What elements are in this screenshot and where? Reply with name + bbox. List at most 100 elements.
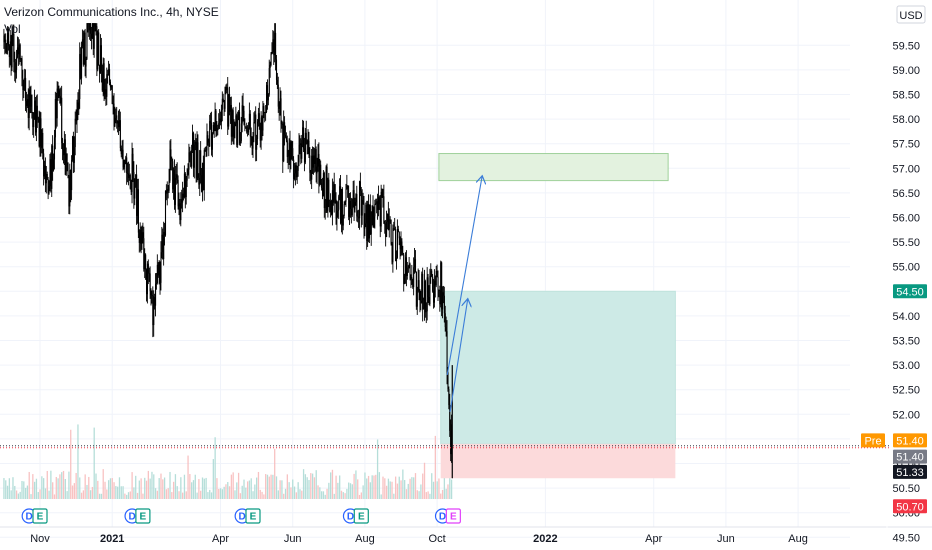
volume-bar xyxy=(216,478,218,499)
earnings-marker-icon[interactable]: E xyxy=(353,508,369,524)
volume-bar xyxy=(431,473,433,499)
marker-shape xyxy=(135,508,151,524)
candle-body xyxy=(378,197,380,205)
candle-body xyxy=(72,136,74,163)
candle-body xyxy=(423,308,425,310)
volume-bar xyxy=(57,478,59,499)
volume-bar xyxy=(330,472,332,499)
candle-body xyxy=(193,144,195,168)
candle-body xyxy=(434,280,436,286)
candle-body xyxy=(282,123,284,162)
volume-bar xyxy=(389,481,391,499)
candle-body xyxy=(236,115,238,145)
candle-body xyxy=(294,165,297,174)
volume-bar xyxy=(145,480,148,499)
candle-body xyxy=(293,159,295,180)
volume-bar xyxy=(393,493,395,499)
price-tag-label: Pre xyxy=(864,435,881,447)
drawing-overlays xyxy=(0,176,890,449)
candle-body xyxy=(207,135,209,143)
trend-arrow[interactable] xyxy=(446,176,482,376)
candle-body xyxy=(138,232,140,243)
earnings-marker-icon[interactable]: E xyxy=(245,508,261,524)
candle-body xyxy=(204,150,206,152)
volume-bar xyxy=(263,494,265,499)
candle-body xyxy=(209,120,211,147)
candle-body xyxy=(87,23,89,24)
candle-body xyxy=(221,98,223,110)
price-tick-label: 49.50 xyxy=(892,532,920,544)
volume-bar xyxy=(178,491,180,499)
earnings-marker-icon[interactable]: E xyxy=(445,508,461,524)
time-tick-label: Apr xyxy=(645,533,662,545)
candle-body xyxy=(249,113,251,137)
candle-body xyxy=(442,292,445,296)
volume-bar xyxy=(293,486,296,499)
candle-body xyxy=(228,94,230,127)
volume-indicator-label[interactable]: Vol xyxy=(4,22,21,36)
candle-body xyxy=(137,189,139,233)
candle-body xyxy=(363,203,365,229)
earnings-marker-icon[interactable]: E xyxy=(135,508,151,524)
candle-body xyxy=(233,126,235,137)
volume-bar xyxy=(443,477,446,499)
volume-bar xyxy=(378,472,381,499)
trend-arrow[interactable] xyxy=(449,299,468,412)
candle-body xyxy=(149,273,151,292)
candle-body xyxy=(276,80,278,85)
candle-body xyxy=(238,111,240,121)
candle-body xyxy=(386,221,388,237)
candle-body xyxy=(6,43,8,53)
volume-bar xyxy=(328,482,330,499)
candle-body xyxy=(210,120,212,123)
candle-body xyxy=(345,188,347,202)
target-box[interactable] xyxy=(438,153,669,182)
candle-body xyxy=(248,113,250,128)
volume-bar xyxy=(24,487,27,499)
marker-shape xyxy=(353,508,369,524)
candle-body xyxy=(269,65,271,69)
candle-body xyxy=(278,106,280,109)
marker-label: E xyxy=(37,512,44,523)
candle-body xyxy=(21,58,23,79)
candle-body xyxy=(180,199,182,221)
volume-bar xyxy=(404,480,406,499)
volume-bar xyxy=(423,462,426,499)
candle-body xyxy=(331,200,333,215)
candle-body xyxy=(380,191,382,227)
candle-body xyxy=(323,173,325,209)
volume-bar xyxy=(3,478,5,499)
currency-badge[interactable]: USD xyxy=(896,5,926,24)
candle-body xyxy=(405,257,407,277)
candle-body xyxy=(65,153,67,175)
candle-body xyxy=(33,119,35,128)
volume-bar xyxy=(362,485,364,499)
candle-body xyxy=(307,140,309,144)
candle-body xyxy=(417,280,419,289)
candle-body xyxy=(396,229,398,258)
candle-body xyxy=(311,155,313,180)
profit-zone[interactable] xyxy=(440,290,676,445)
price-tag-bg xyxy=(861,433,885,448)
candle-body xyxy=(355,194,357,203)
candle-body xyxy=(449,405,451,431)
volume-bar xyxy=(371,475,373,499)
candle-body xyxy=(303,127,305,149)
volume-bar xyxy=(142,493,144,499)
candle-body xyxy=(260,117,262,141)
candle-body xyxy=(441,262,443,310)
volume-bar xyxy=(6,485,9,499)
candle-body xyxy=(44,165,47,184)
volume-bar xyxy=(129,491,131,499)
candle-body xyxy=(14,62,16,73)
volume-bar xyxy=(375,474,377,499)
candle-body xyxy=(312,155,314,168)
loss-zone[interactable] xyxy=(440,443,676,479)
earnings-marker-icon[interactable]: E xyxy=(32,508,48,524)
candle-body xyxy=(333,184,335,203)
time-tick-label: 2022 xyxy=(533,533,557,545)
price-tag-bg xyxy=(893,464,927,479)
candle-body xyxy=(344,201,346,205)
candle-body xyxy=(367,203,369,241)
